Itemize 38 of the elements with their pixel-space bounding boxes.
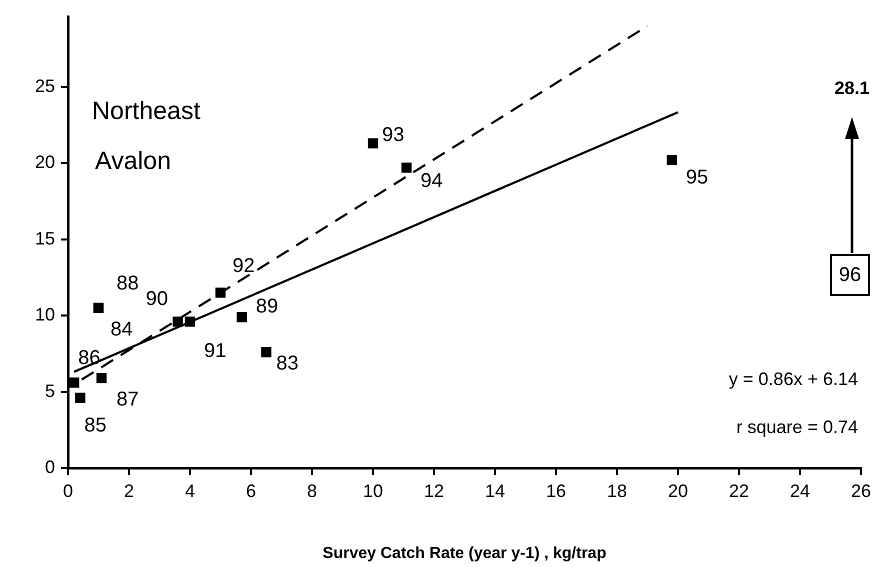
annotation: 84 (110, 318, 133, 340)
annotation: 89 (256, 296, 278, 318)
x-tick-label: 24 (790, 480, 810, 501)
x-tick-label: 0 (62, 480, 74, 501)
y-tick-label: 0 (44, 456, 55, 477)
x-tick-label: 2 (124, 480, 134, 501)
annotation: 93 (382, 124, 404, 146)
annotation: 96 (830, 254, 870, 296)
x-tick-label: 18 (606, 480, 628, 501)
x-axis-title: Survey Catch Rate (year y-1) , kg/trap (322, 544, 607, 562)
x-tick-label: 4 (184, 480, 196, 501)
y-tick-label: 20 (34, 152, 55, 172)
x-tick-label: 6 (246, 480, 256, 501)
annotation: r square = 0.74 (736, 416, 858, 437)
y-tick-label: 10 (34, 304, 55, 325)
annotation: y = 0.86x + 6.14 (728, 368, 858, 389)
x-tick-label: 22 (728, 480, 750, 501)
annotation: 87 (116, 388, 139, 411)
x-tick-label: 8 (306, 480, 318, 501)
annotation: 94 (420, 170, 443, 192)
x-tick-label: 12 (424, 480, 444, 501)
x-tick-label: 20 (668, 480, 688, 501)
annotation: 85 (84, 414, 106, 436)
x-tick-label: 16 (546, 480, 566, 501)
text: Northeast Avalon (92, 96, 200, 175)
annotation: 90 (146, 288, 168, 310)
annotation: 91 (204, 340, 226, 362)
annotation: 92 (232, 255, 255, 278)
annotation: 83 (276, 352, 298, 375)
y-tick-label: 5 (44, 380, 55, 401)
x-tick-label: 10 (362, 480, 384, 501)
annotation: 95 (686, 166, 708, 189)
y-tick-label: 15 (34, 228, 55, 248)
y-tick-label: 25 (34, 76, 55, 96)
annotation: 88 (116, 272, 139, 294)
annotation: 28.1 (834, 78, 870, 98)
x-tick-label: 14 (484, 480, 506, 501)
x-tick-label: 26 (850, 480, 872, 501)
